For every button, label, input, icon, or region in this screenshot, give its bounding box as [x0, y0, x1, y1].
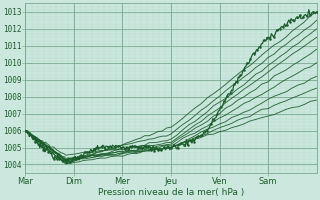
- X-axis label: Pression niveau de la mer( hPa ): Pression niveau de la mer( hPa ): [98, 188, 244, 197]
